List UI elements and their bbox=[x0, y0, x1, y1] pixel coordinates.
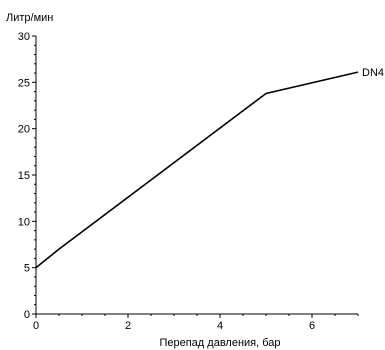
y-tick-label: 5 bbox=[24, 263, 30, 275]
axes bbox=[35, 36, 358, 315]
x-axis-label: Перепад давления, бар bbox=[159, 337, 280, 349]
y-axis-ticks: 0 5 10 15 20 25 30 bbox=[18, 31, 36, 321]
y-tick-label: 10 bbox=[18, 216, 30, 228]
y-tick-label: 30 bbox=[18, 31, 30, 43]
series-group: DN4 bbox=[35, 67, 384, 269]
x-tick-label: 6 bbox=[309, 320, 315, 332]
y-tick-label: 20 bbox=[18, 124, 30, 136]
x-tick-label: 0 bbox=[33, 320, 39, 332]
x-tick-label: 4 bbox=[217, 320, 223, 332]
series-line bbox=[35, 71, 359, 269]
x-axis-ticks: 0 2 4 6 bbox=[33, 314, 359, 332]
y-tick-label: 15 bbox=[18, 170, 30, 182]
y-tick-label: 25 bbox=[18, 77, 30, 89]
series-label: DN4 bbox=[362, 67, 384, 79]
y-axis-label: Литр/мин bbox=[6, 12, 53, 24]
y-tick-label: 0 bbox=[24, 309, 30, 321]
x-tick-label: 2 bbox=[125, 320, 131, 332]
